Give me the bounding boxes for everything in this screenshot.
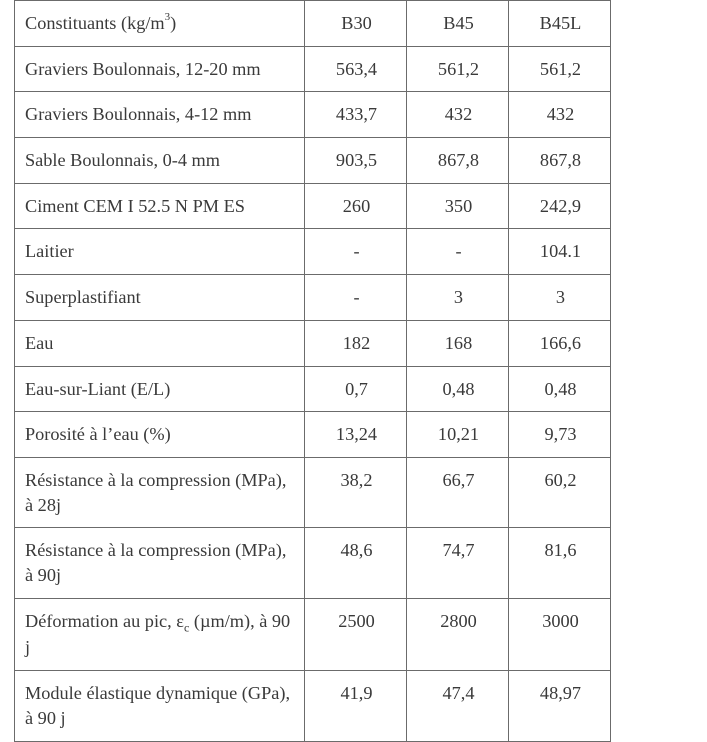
table-row: Déformation au pic, εc (µm/m), à 90 j 25… bbox=[15, 598, 611, 671]
row-label: Résistance à la compression (MPa), à 28j bbox=[15, 457, 305, 527]
constituents-table: Constituants (kg/m3) B30 B45 B45L Gravie… bbox=[14, 0, 611, 742]
header-close: ) bbox=[170, 13, 176, 33]
row-label: Graviers Boulonnais, 12-20 mm bbox=[15, 46, 305, 92]
row-value: 432 bbox=[509, 92, 611, 138]
table-row: Laitier - - 104.1 bbox=[15, 229, 611, 275]
header-b30: B30 bbox=[305, 1, 407, 47]
header-sup: 3 bbox=[165, 11, 171, 23]
table-header-row: Constituants (kg/m3) B30 B45 B45L bbox=[15, 1, 611, 47]
row-value: 168 bbox=[407, 320, 509, 366]
row-value: 561,2 bbox=[407, 46, 509, 92]
row-value: 561,2 bbox=[509, 46, 611, 92]
header-b45l: B45L bbox=[509, 1, 611, 47]
row-value: 13,24 bbox=[305, 412, 407, 458]
row-value: 0,48 bbox=[509, 366, 611, 412]
row-value: 867,8 bbox=[407, 138, 509, 184]
table-row: Résistance à la compression (MPa), à 28j… bbox=[15, 457, 611, 527]
row-value: 432 bbox=[407, 92, 509, 138]
row-value: 350 bbox=[407, 183, 509, 229]
table-row: Eau 182 168 166,6 bbox=[15, 320, 611, 366]
row-value: 41,9 bbox=[305, 671, 407, 741]
row-value: 242,9 bbox=[509, 183, 611, 229]
row-value: 48,6 bbox=[305, 528, 407, 598]
table-row: Superplastifiant - 3 3 bbox=[15, 275, 611, 321]
row-label: Porosité à l’eau (%) bbox=[15, 412, 305, 458]
row-value: 2500 bbox=[305, 598, 407, 671]
row-label: Ciment CEM I 52.5 N PM ES bbox=[15, 183, 305, 229]
header-constituants-text: Constituants (kg/m bbox=[25, 13, 165, 33]
row-value: 74,7 bbox=[407, 528, 509, 598]
row-value: 563,4 bbox=[305, 46, 407, 92]
row-label: Résistance à la compression (MPa), à 90j bbox=[15, 528, 305, 598]
row-label: Module élastique dynamique (GPa), à 90 j bbox=[15, 671, 305, 741]
table-row: Graviers Boulonnais, 12-20 mm 563,4 561,… bbox=[15, 46, 611, 92]
row-value: - bbox=[305, 275, 407, 321]
row-value: 166,6 bbox=[509, 320, 611, 366]
row-label: Sable Boulonnais, 0-4 mm bbox=[15, 138, 305, 184]
row-value: 3000 bbox=[509, 598, 611, 671]
row-value: 3 bbox=[509, 275, 611, 321]
row-value: 903,5 bbox=[305, 138, 407, 184]
row-value: 867,8 bbox=[509, 138, 611, 184]
row-value: 3 bbox=[407, 275, 509, 321]
row-value: 38,2 bbox=[305, 457, 407, 527]
row-value: - bbox=[407, 229, 509, 275]
row-label: Graviers Boulonnais, 4-12 mm bbox=[15, 92, 305, 138]
table-row: Ciment CEM I 52.5 N PM ES 260 350 242,9 bbox=[15, 183, 611, 229]
row-label-prefix: Déformation au pic, ε bbox=[25, 611, 184, 631]
table-row: Sable Boulonnais, 0-4 mm 903,5 867,8 867… bbox=[15, 138, 611, 184]
row-label: Laitier bbox=[15, 229, 305, 275]
row-value: 47,4 bbox=[407, 671, 509, 741]
row-value: 0,48 bbox=[407, 366, 509, 412]
table-row: Module élastique dynamique (GPa), à 90 j… bbox=[15, 671, 611, 741]
row-value: 81,6 bbox=[509, 528, 611, 598]
header-b45: B45 bbox=[407, 1, 509, 47]
table-row: Résistance à la compression (MPa), à 90j… bbox=[15, 528, 611, 598]
table-row: Graviers Boulonnais, 4-12 mm 433,7 432 4… bbox=[15, 92, 611, 138]
row-value: 182 bbox=[305, 320, 407, 366]
row-value: 9,73 bbox=[509, 412, 611, 458]
row-label: Eau-sur-Liant (E/L) bbox=[15, 366, 305, 412]
row-label: Déformation au pic, εc (µm/m), à 90 j bbox=[15, 598, 305, 671]
row-value: 0,7 bbox=[305, 366, 407, 412]
row-value: 433,7 bbox=[305, 92, 407, 138]
table-row: Porosité à l’eau (%) 13,24 10,21 9,73 bbox=[15, 412, 611, 458]
row-value: 104.1 bbox=[509, 229, 611, 275]
table-row: Eau-sur-Liant (E/L) 0,7 0,48 0,48 bbox=[15, 366, 611, 412]
header-constituants: Constituants (kg/m3) bbox=[15, 1, 305, 47]
row-value: - bbox=[305, 229, 407, 275]
row-value: 10,21 bbox=[407, 412, 509, 458]
row-value: 48,97 bbox=[509, 671, 611, 741]
row-value: 60,2 bbox=[509, 457, 611, 527]
row-value: 2800 bbox=[407, 598, 509, 671]
row-value: 260 bbox=[305, 183, 407, 229]
row-label: Eau bbox=[15, 320, 305, 366]
row-label: Superplastifiant bbox=[15, 275, 305, 321]
row-value: 66,7 bbox=[407, 457, 509, 527]
